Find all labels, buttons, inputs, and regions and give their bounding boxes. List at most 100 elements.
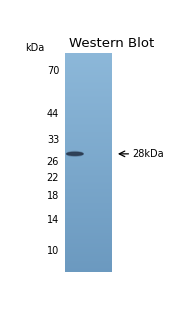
Bar [65,137,112,138]
Bar [65,103,112,104]
Bar [65,76,112,77]
Bar [65,246,112,247]
Bar [65,230,112,231]
Bar [65,99,112,100]
Text: 14: 14 [47,215,59,225]
Bar [65,114,112,115]
Bar [65,86,112,87]
Bar [65,136,112,137]
Bar [65,235,112,236]
Text: 18: 18 [47,191,59,201]
Bar [65,115,112,116]
Bar [65,231,112,232]
Bar [65,197,112,198]
Bar [65,159,112,160]
Bar [65,148,112,149]
Bar [65,169,112,170]
Bar [65,124,112,125]
Bar [65,132,112,133]
Bar [65,83,112,84]
Bar [65,146,112,147]
Bar [65,189,112,190]
Bar [65,104,112,105]
Bar [65,107,112,108]
Bar [65,157,112,158]
Bar [65,254,112,255]
Bar [65,168,112,169]
Bar [65,268,112,269]
Ellipse shape [67,152,83,155]
Bar [65,255,112,256]
Bar [65,220,112,221]
Bar [65,80,112,81]
Bar [65,209,112,210]
Bar [65,102,112,103]
Bar [65,111,112,112]
Bar [65,229,112,230]
Bar [65,105,112,106]
Bar [65,233,112,234]
Bar [65,73,112,74]
Bar [65,250,112,251]
Bar [65,82,112,83]
Bar [65,67,112,68]
Bar [65,74,112,75]
Bar [65,118,112,119]
Bar [65,79,112,80]
Bar [65,185,112,186]
Bar [65,165,112,166]
Bar [65,94,112,95]
Bar [65,87,112,88]
Bar [65,125,112,126]
Bar [65,98,112,99]
Bar [65,153,112,154]
Bar [65,72,112,73]
Bar [65,134,112,135]
Bar [65,257,112,258]
Bar [65,263,112,264]
Bar [65,117,112,118]
Bar [65,59,112,60]
Bar [65,224,112,225]
Bar [65,218,112,219]
Bar [65,191,112,192]
Bar [65,167,112,168]
Bar [65,203,112,204]
Bar [65,196,112,197]
Bar [65,62,112,63]
Bar [65,253,112,254]
Bar [65,54,112,55]
Bar [65,241,112,242]
Bar [65,155,112,156]
Bar [65,144,112,145]
Bar [65,120,112,121]
Text: 44: 44 [47,109,59,119]
Bar [65,216,112,217]
Bar [65,178,112,179]
Bar [65,139,112,140]
Bar [65,65,112,66]
Bar [65,61,112,62]
Bar [65,68,112,69]
Bar [65,96,112,97]
Bar [65,204,112,205]
Bar [65,147,112,148]
Text: 70: 70 [47,66,59,76]
Bar [65,161,112,162]
Bar [65,176,112,177]
Bar [65,116,112,117]
Bar [65,188,112,189]
Bar [65,130,112,131]
Bar [65,207,112,208]
Text: 28kDa: 28kDa [133,149,164,159]
Bar [65,93,112,94]
Bar [65,243,112,244]
Bar [65,201,112,202]
Bar [65,91,112,92]
Bar [65,199,112,200]
Bar [65,223,112,224]
Bar [65,152,112,153]
Bar [65,138,112,139]
Bar [65,239,112,240]
Text: 22: 22 [47,173,59,183]
